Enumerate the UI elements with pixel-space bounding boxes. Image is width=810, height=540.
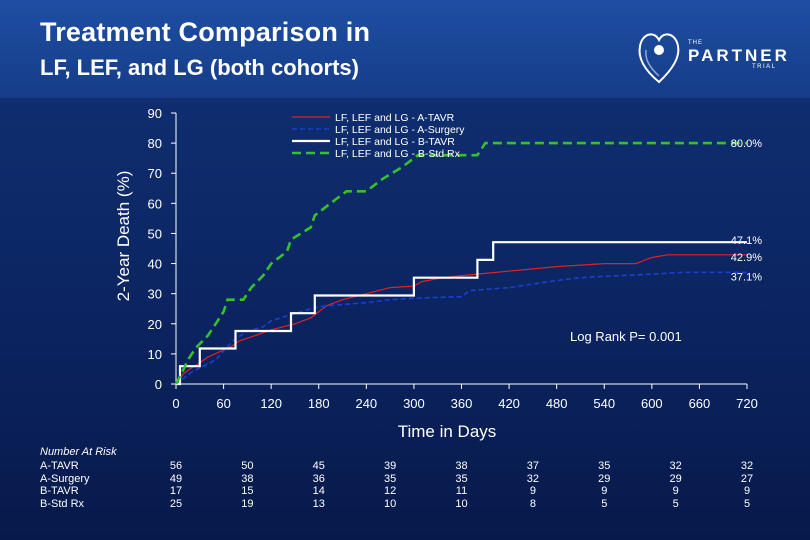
risk-value: 9 — [672, 485, 679, 497]
x-tick-label: 360 — [451, 396, 473, 411]
y-axis-label: 2-Year Death (%) — [114, 171, 133, 302]
risk-value: 8 — [529, 497, 536, 510]
end-label-0: 42.9% — [731, 252, 762, 264]
series-line-2 — [176, 241, 747, 386]
risk-value: 29 — [669, 472, 682, 485]
header-band — [0, 0, 810, 98]
risk-value: 49 — [169, 472, 183, 485]
risk-value: 5 — [743, 497, 751, 510]
risk-value: 38 — [241, 472, 254, 485]
x-tick-label: 480 — [546, 396, 568, 411]
risk-value: 50 — [241, 460, 254, 472]
end-label-2: 47.1% — [731, 235, 762, 247]
x-tick-label: 720 — [736, 396, 758, 411]
risk-value: 27 — [740, 472, 754, 485]
risk-value: 56 — [169, 460, 183, 472]
x-tick-label: 660 — [689, 396, 711, 411]
risk-value: 9 — [743, 485, 751, 497]
risk-value: 45 — [312, 460, 325, 472]
risk-column: 37 32 9 8 — [513, 460, 553, 510]
legend-label-3: LF, LEF and LG - B-Std Rx — [335, 148, 461, 160]
risk-value: 12 — [384, 485, 397, 497]
risk-column: 38 35 11 10 — [442, 460, 482, 510]
risk-value: 39 — [384, 460, 397, 472]
risk-value: 15 — [241, 485, 254, 497]
x-tick-label: 600 — [641, 396, 663, 411]
risk-value: 29 — [598, 472, 611, 485]
end-label-3: 80.0% — [731, 138, 762, 150]
risk-value: 11 — [455, 485, 468, 497]
series-line-1 — [175, 271, 747, 385]
risk-column: 35 29 9 5 — [584, 460, 624, 510]
risk-row-label: A-Surgery — [40, 472, 90, 485]
y-tick-label: 60 — [148, 196, 162, 211]
x-tick-label: 120 — [260, 396, 282, 411]
risk-table-title: Number At Risk — [40, 446, 117, 458]
risk-value: 36 — [312, 472, 325, 485]
risk-value: 5 — [672, 497, 679, 510]
x-tick-label: 180 — [308, 396, 330, 411]
legend-label-0: LF, LEF and LG - A-TAVR — [335, 112, 455, 124]
slide-title: Treatment Comparison in — [40, 17, 371, 47]
logo-the: THE — [688, 40, 703, 46]
risk-value: 32 — [669, 460, 682, 472]
risk-value: 9 — [601, 485, 608, 497]
risk-row-label: B-TAVR — [40, 485, 79, 497]
series-line-0 — [175, 254, 747, 385]
risk-value: 35 — [598, 460, 611, 472]
series-line-3 — [174, 141, 747, 385]
end-label-1: 37.1% — [731, 271, 762, 283]
risk-value: 35 — [455, 472, 468, 485]
y-tick-label: 0 — [155, 377, 162, 392]
x-axis-label: Time in Days — [398, 422, 497, 441]
x-tick-label: 240 — [355, 396, 377, 411]
risk-column: 45 36 14 13 — [299, 460, 339, 510]
risk-value: 10 — [455, 497, 468, 510]
logo-partner: PARTNER — [688, 46, 790, 65]
risk-row-label: B-Std Rx — [40, 497, 85, 510]
slide-subtitle: LF, LEF, and LG (both cohorts) — [40, 55, 359, 80]
risk-value: 32 — [526, 472, 539, 485]
risk-value: 17 — [169, 485, 183, 497]
risk-value: 9 — [529, 485, 536, 497]
risk-column: 39 35 12 10 — [370, 460, 410, 510]
risk-value: 5 — [601, 497, 608, 510]
y-tick-label: 20 — [148, 317, 162, 332]
x-tick-label: 420 — [498, 396, 520, 411]
risk-value: 25 — [169, 497, 183, 510]
y-tick-label: 70 — [148, 166, 162, 181]
x-tick-label: 300 — [403, 396, 425, 411]
heart-logo-icon — [638, 33, 680, 84]
y-tick-label: 80 — [148, 136, 162, 151]
legend-label-2: LF, LEF and LG - B-TAVR — [335, 136, 455, 148]
partner-trial-logo: THE PARTNER TRIAL — [634, 20, 794, 90]
risk-value: 35 — [384, 472, 397, 485]
y-tick-label: 10 — [148, 347, 162, 362]
risk-table-labels: A-TAVR A-Surgery B-TAVR B-Std Rx — [40, 460, 90, 510]
risk-column: 32 29 9 5 — [656, 460, 696, 510]
risk-value: 38 — [455, 460, 468, 472]
y-tick-label: 40 — [148, 257, 162, 272]
x-tick-label: 540 — [593, 396, 615, 411]
risk-column: 32 27 9 5 — [727, 460, 767, 510]
x-tick-label: 60 — [216, 396, 230, 411]
risk-row-label: A-TAVR — [40, 460, 79, 472]
y-tick-label: 50 — [148, 226, 162, 241]
risk-value: 13 — [312, 497, 325, 510]
risk-value: 19 — [241, 497, 254, 510]
risk-column: 50 38 15 19 — [227, 460, 267, 510]
legend-label-1: LF, LEF and LG - A-Surgery — [335, 124, 465, 136]
risk-value: 37 — [526, 460, 539, 472]
logo-trial: TRIAL — [752, 64, 777, 70]
risk-value: 32 — [740, 460, 754, 472]
x-tick-label: 0 — [172, 396, 179, 411]
y-tick-label: 30 — [148, 287, 162, 302]
risk-column: 56 49 17 25 — [156, 460, 196, 510]
risk-value: 10 — [384, 497, 397, 510]
log-rank-annotation: Log Rank P= 0.001 — [570, 329, 682, 344]
risk-value: 14 — [312, 485, 325, 497]
y-tick-label: 90 — [148, 106, 162, 121]
